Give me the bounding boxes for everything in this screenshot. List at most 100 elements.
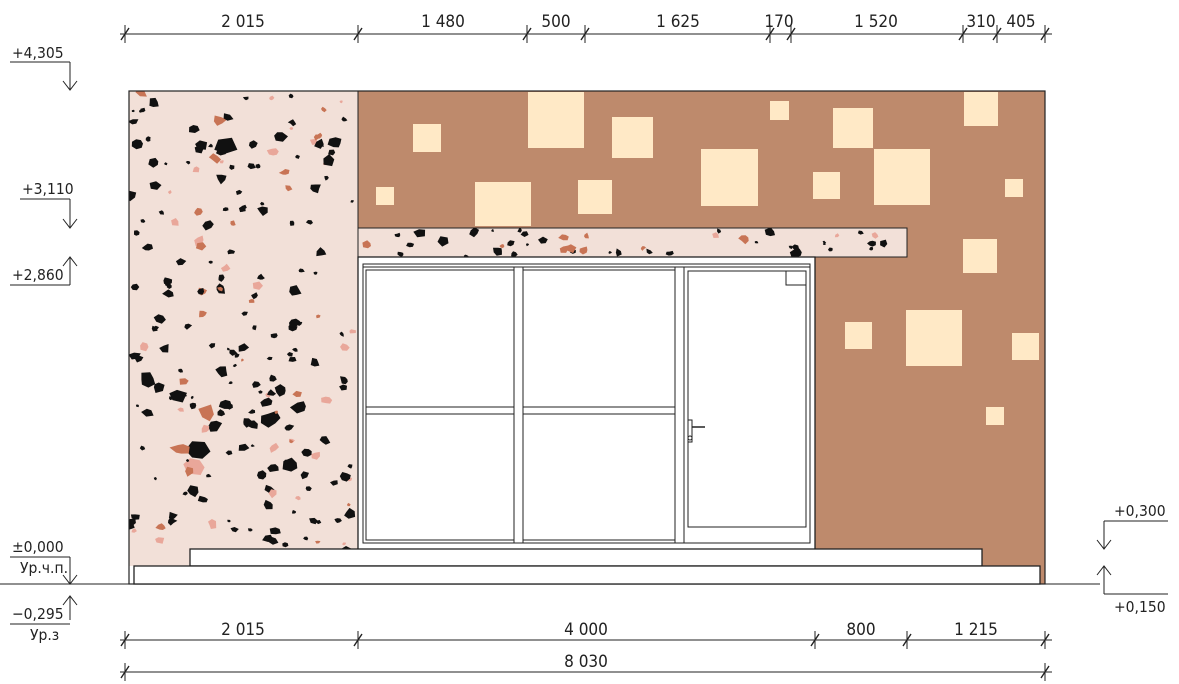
terrazzo-chip — [311, 451, 320, 460]
terrazzo-chip — [208, 153, 222, 164]
terrazzo-chip — [199, 310, 207, 318]
terrazzo-chip — [269, 374, 277, 382]
terrazzo-chip — [491, 228, 494, 232]
terrazzo-chip — [406, 242, 415, 248]
terrazzo-chip — [310, 184, 321, 194]
terrazzo-chip — [141, 408, 154, 417]
terrazzo-chip — [305, 486, 312, 491]
terrazzo-chip — [189, 125, 200, 133]
dim-label: 170 — [764, 12, 793, 32]
terrazzo-chip — [162, 289, 174, 298]
terrazzo-chip — [168, 190, 172, 195]
terrazzo-chip — [362, 240, 371, 249]
decorative-square-tiles — [376, 92, 1039, 425]
square-tile — [1012, 333, 1039, 360]
terrazzo-chip — [665, 250, 674, 256]
terrazzo-chip — [159, 344, 169, 353]
level-label: ±0,000 — [12, 538, 64, 556]
terrazzo-chip — [268, 536, 279, 545]
terrazzo-chip — [201, 424, 210, 433]
terrazzo-chip — [869, 246, 874, 251]
terrazzo-chip — [339, 331, 344, 337]
terrazzo-chip — [222, 207, 229, 212]
terrazzo-chip — [248, 140, 258, 149]
terrazzo-chip — [269, 95, 275, 101]
level-label: +0,150 — [1114, 598, 1166, 616]
terrazzo-chip — [313, 271, 318, 275]
terrazzo-chip — [217, 409, 226, 417]
dim-label: 405 — [1006, 12, 1035, 32]
terrazzo-chip — [579, 246, 588, 255]
glass-pane — [365, 413, 515, 541]
terrazzo-chip — [350, 200, 354, 203]
terrazzo-chip — [526, 243, 530, 247]
terrazzo-chip — [232, 363, 237, 368]
terrazzo-chip — [316, 247, 327, 257]
terrazzo-chip — [252, 381, 261, 388]
terrazzo-chip — [274, 384, 286, 397]
terrazzo-chip — [287, 119, 297, 127]
terrazzo-chip — [248, 409, 256, 414]
terrazzo-chip — [135, 91, 147, 97]
terrazzo-chip — [131, 528, 137, 533]
terrazzo-chip — [347, 464, 353, 469]
square-tile — [906, 310, 962, 366]
terrazzo-chip — [239, 207, 245, 212]
square-tile — [612, 117, 653, 158]
glass-pane — [365, 269, 515, 408]
lower-step — [133, 565, 1041, 585]
terrazzo-chip — [195, 140, 208, 150]
terrazzo-chip — [321, 396, 333, 404]
terrazzo-chip — [220, 263, 231, 272]
terrazzo-chip — [558, 234, 569, 241]
terrazzo-chip — [129, 119, 139, 125]
terrazzo-chip — [263, 499, 273, 510]
terrazzo-chip — [266, 356, 273, 361]
terrazzo-chip — [738, 235, 749, 245]
terrazzo-chip — [217, 286, 223, 292]
terrazzo-chip — [250, 444, 255, 447]
top-dimension-chain: 2 015 1 480 500 1 625 170 1 520 310 405 — [120, 12, 1052, 35]
terrazzo-chip — [171, 218, 179, 226]
terrazzo-chip — [206, 473, 212, 478]
terrazzo-chip — [309, 517, 318, 525]
terrazzo-chip — [292, 510, 297, 514]
level-mark-2860: +2,860 — [10, 256, 78, 286]
terrazzo-chip — [792, 244, 800, 251]
dim-label: 1 520 — [854, 12, 898, 32]
terrazzo-chip — [511, 251, 518, 257]
terrazzo-chip — [252, 281, 263, 290]
dim-label-overall: 8 030 — [564, 652, 608, 672]
storefront — [357, 256, 816, 551]
terrazzo-chip — [288, 357, 297, 362]
glass-pane — [522, 413, 676, 541]
terrazzo-chip — [289, 318, 301, 328]
terrazzo-chip — [185, 441, 211, 459]
terrazzo-chip — [270, 333, 278, 339]
terrazzo-chip — [315, 540, 321, 544]
terrazzo-chip — [184, 323, 193, 330]
square-tile — [833, 108, 873, 148]
terrazzo-chip — [145, 136, 151, 142]
square-tile — [964, 92, 998, 126]
terrazzo-chip — [292, 390, 302, 397]
terrazzo-chip — [517, 228, 522, 233]
terrazzo-chip — [301, 448, 312, 457]
terrazzo-chip — [182, 491, 188, 496]
terrazzo-chip — [267, 389, 277, 396]
level-mark-right-300: +0,300 — [1096, 502, 1168, 550]
terrazzo-chip — [282, 542, 289, 548]
dim-label: 800 — [846, 620, 875, 640]
dim-label: 2 015 — [221, 12, 265, 32]
terrazzo-chip — [151, 325, 158, 332]
dimension-ticks — [120, 25, 1050, 681]
terrazzo-chip — [252, 325, 257, 331]
terrazzo-chip — [347, 502, 351, 507]
level-label: +2,860 — [12, 266, 64, 284]
terrazzo-chip — [168, 517, 178, 526]
terrazzo-chip — [216, 174, 227, 185]
terrazzo-chip — [274, 410, 278, 414]
terrazzo-chip — [608, 251, 612, 254]
terrazzo-chip — [141, 372, 156, 388]
